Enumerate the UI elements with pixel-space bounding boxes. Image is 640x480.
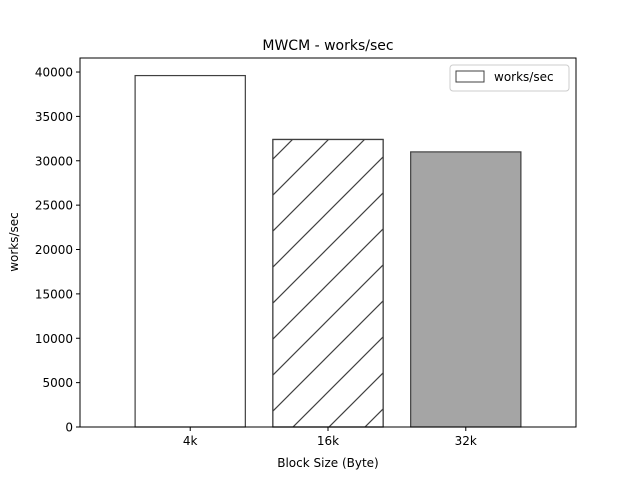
y-axis-label: works/sec xyxy=(7,212,21,272)
bar-32k xyxy=(410,151,522,428)
legend-label: works/sec xyxy=(494,70,554,84)
chart-title: MWCM - works/sec xyxy=(262,38,393,54)
y-tick-label: 30000 xyxy=(35,154,73,168)
y-tick-label: 20000 xyxy=(35,243,73,257)
y-tick-label: 0 xyxy=(65,421,73,435)
y-tick-label: 10000 xyxy=(35,332,73,346)
legend-swatch xyxy=(455,70,485,83)
y-tick-label: 5000 xyxy=(42,376,73,390)
bar-hatch-16k xyxy=(272,138,384,428)
y-tick-label: 40000 xyxy=(35,66,73,80)
x-tick-label: 16k xyxy=(317,434,339,448)
bars-group xyxy=(134,74,522,428)
x-tick-label: 4k xyxy=(183,434,198,448)
y-tick-label: 25000 xyxy=(35,199,73,213)
x-axis: 4k 16k 32k xyxy=(183,427,477,448)
x-axis-label: Block Size (Byte) xyxy=(277,456,379,470)
y-tick-label: 15000 xyxy=(35,287,73,301)
bar-4k xyxy=(134,74,246,428)
y-axis: 0 5000 10000 15000 20000 25000 30000 35000 40000 xyxy=(35,66,80,435)
x-tick-label: 32k xyxy=(455,434,477,448)
legend: works/sec xyxy=(449,64,570,92)
plot-frame xyxy=(79,57,577,428)
y-tick-label: 35000 xyxy=(35,110,73,124)
